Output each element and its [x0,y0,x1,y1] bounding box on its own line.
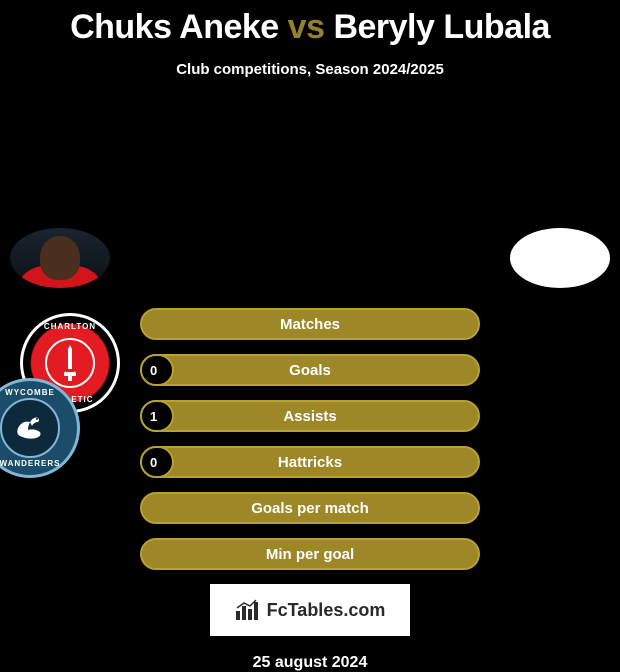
player1-photo [10,228,110,288]
bar-label: Goals per match [140,492,480,524]
charlton-text-top: CHARLTON [23,322,117,331]
bar-row-gpm: Goals per match [140,492,480,524]
sword-icon [60,343,80,383]
bar-row-matches: Matches [140,308,480,340]
comparison-title: Chuks Aneke vs Beryly Lubala [0,0,620,47]
bar-row-hattricks: 0 Hattricks [140,446,480,478]
wycombe-text-bot: WANDERERS [0,459,77,468]
bar-row-goals: 0 Goals [140,354,480,386]
main-area: CHARLTON ATHLETIC WYCOMBE WANDERERS Matc… [0,108,620,672]
fctables-branding: FcTables.com [210,584,410,636]
bar-row-mpg: Min per goal [140,538,480,570]
bar-label: Matches [140,308,480,340]
bar-label: Goals [140,354,480,386]
player1-jersey [15,266,105,288]
bar-label: Min per goal [140,538,480,570]
player2-photo [510,228,610,288]
bar-label: Assists [140,400,480,432]
player1-face-placeholder [10,228,110,288]
subtitle: Club competitions, Season 2024/2025 [0,61,620,78]
bars-column: Matches 0 Goals 1 Assists 0 Hattricks Go… [140,308,480,570]
player1-name: Chuks Aneke [70,8,279,46]
vs-label: vs [288,8,325,46]
club-logo-wycombe: WYCOMBE WANDERERS [0,378,80,478]
wycombe-text-top: WYCOMBE [0,388,77,397]
date-line: 25 august 2024 [0,654,620,672]
bar-row-assists: 1 Assists [140,400,480,432]
swan-icon [8,406,52,450]
fctables-text: FcTables.com [267,600,386,621]
player2-name: Beryly Lubala [333,8,549,46]
fctables-chart-icon [235,599,261,621]
bar-label: Hattricks [140,446,480,478]
